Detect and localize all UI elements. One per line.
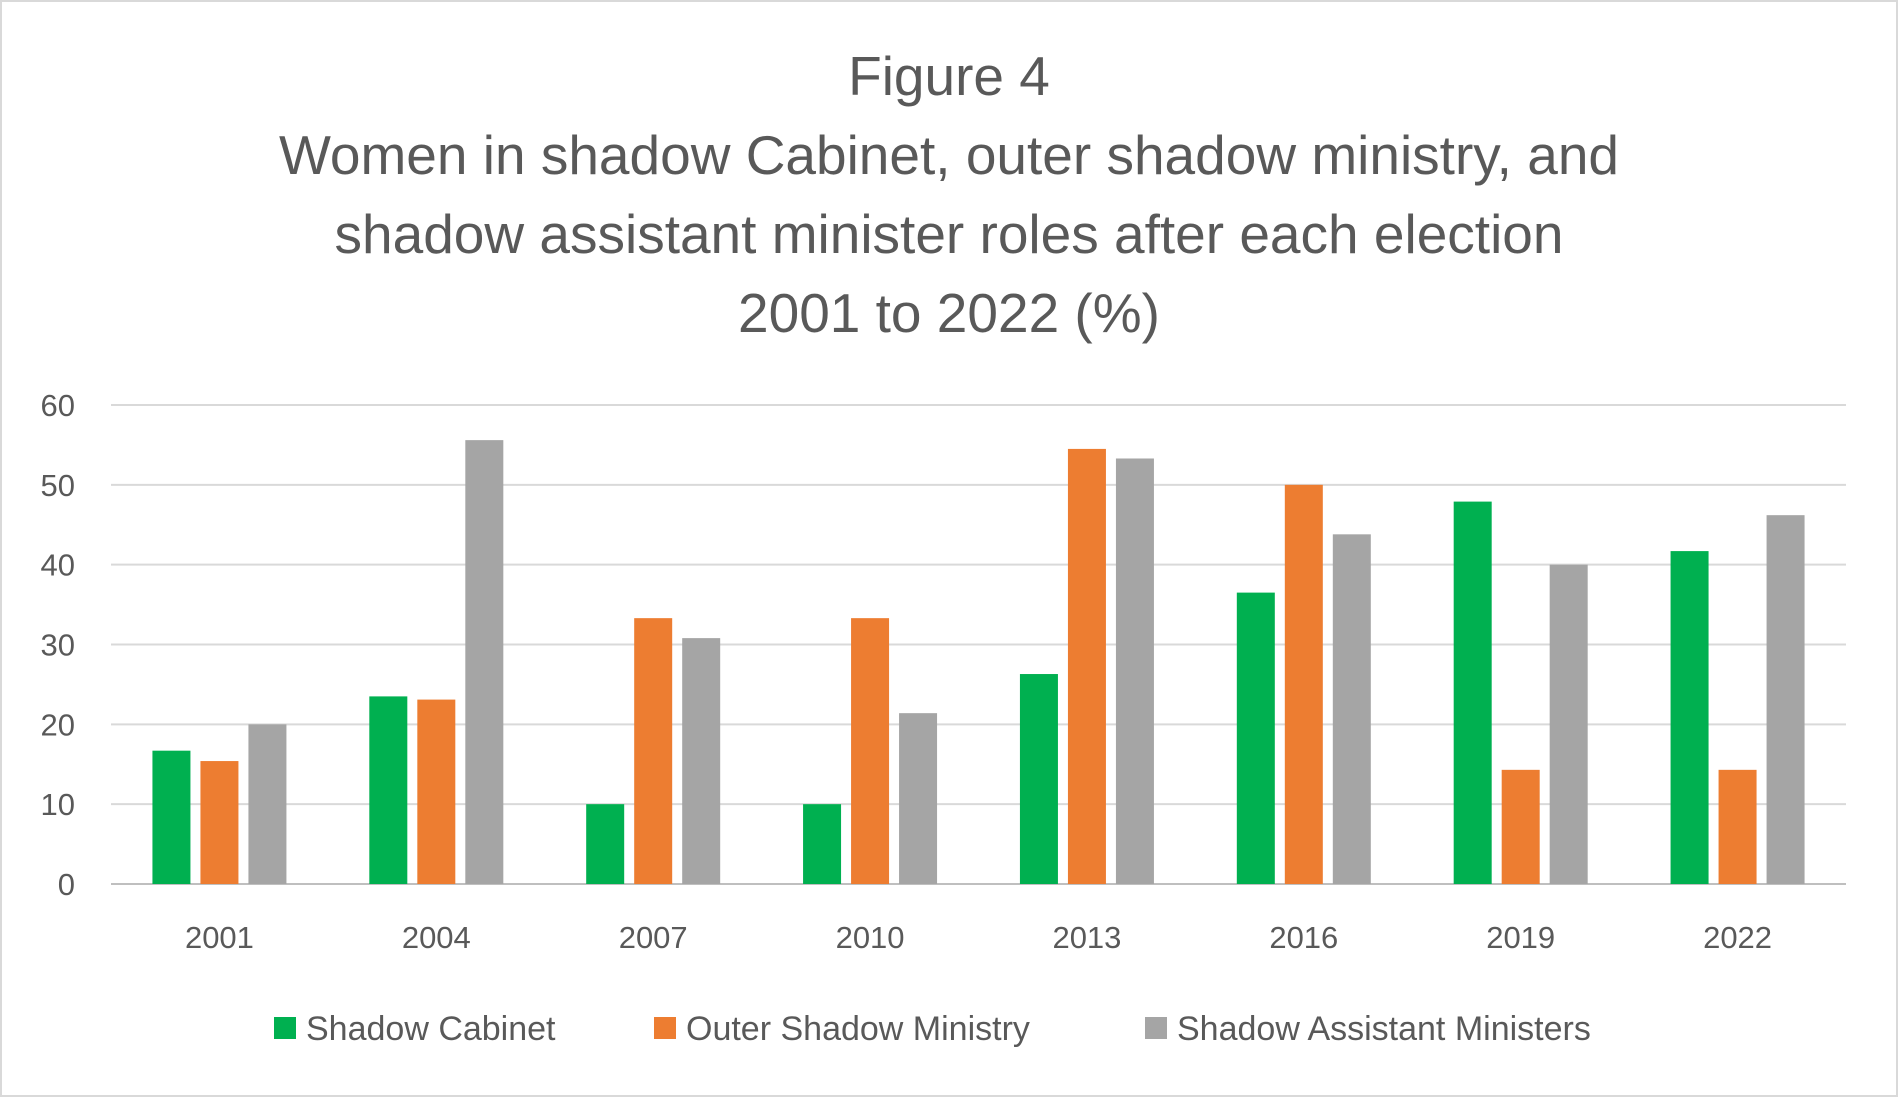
bar-shadow-cabinet-2022 [1670,551,1709,884]
bar-shadow-cabinet-2010 [803,804,842,884]
bar-shadow-assistant-ministers-2013 [1115,458,1154,884]
bar-shadow-cabinet-2004 [369,696,408,884]
bar-outer-shadow-ministry-2013 [1067,448,1106,884]
bar-outer-shadow-ministry-2001 [200,761,239,884]
bar-outer-shadow-ministry-2022 [1718,769,1757,884]
x-tick-label: 2007 [619,920,688,955]
bar-shadow-assistant-ministers-2010 [899,713,938,884]
x-tick-label: 2013 [1052,920,1121,955]
y-tick-label: 40 [41,548,75,583]
chart-subtitle-line-3: 2001 to 2022 (%) [738,282,1160,344]
x-tick-label: 2001 [185,920,254,955]
chart-subtitle-line-1: Women in shadow Cabinet, outer shadow mi… [279,124,1619,186]
legend-label: Outer Shadow Ministry [686,1010,1030,1048]
bar-shadow-assistant-ministers-2016 [1332,534,1371,884]
y-tick-label: 0 [58,867,75,902]
chart-title: Figure 4 [848,45,1050,107]
bar-shadow-cabinet-2019 [1453,501,1492,884]
y-tick-label: 60 [41,388,75,423]
x-tick-label: 2019 [1486,920,1555,955]
bar-shadow-assistant-ministers-2004 [465,440,504,884]
y-tick-label: 50 [41,468,75,503]
y-tick-label: 10 [41,787,75,822]
bar-shadow-cabinet-2001 [152,750,191,884]
x-tick-label: 2016 [1269,920,1338,955]
bar-shadow-assistant-ministers-2019 [1549,564,1588,884]
bar-shadow-assistant-ministers-2022 [1766,515,1805,884]
bar-shadow-cabinet-2007 [586,804,625,884]
y-tick-label: 20 [41,707,75,742]
x-tick-label: 2004 [402,920,471,955]
x-tick-label: 2022 [1703,920,1772,955]
bar-outer-shadow-ministry-2010 [851,618,890,884]
legend-swatch [274,1017,296,1039]
legend-label: Shadow Cabinet [306,1010,556,1048]
bar-outer-shadow-ministry-2016 [1284,484,1323,884]
bar-outer-shadow-ministry-2004 [417,699,456,884]
legend-swatch [1145,1017,1167,1039]
bar-shadow-cabinet-2016 [1236,592,1275,884]
legend-swatch [654,1017,676,1039]
legend-label: Shadow Assistant Ministers [1177,1010,1591,1048]
bar-shadow-cabinet-2013 [1019,674,1058,884]
chart-subtitle-line-2: shadow assistant minister roles after ea… [335,203,1564,265]
bar-shadow-assistant-ministers-2007 [682,638,721,884]
bar-outer-shadow-ministry-2007 [634,618,673,884]
bar-shadow-assistant-ministers-2001 [248,724,287,884]
bar-outer-shadow-ministry-2019 [1501,769,1540,884]
y-tick-label: 30 [41,628,75,663]
x-tick-label: 2010 [836,920,905,955]
